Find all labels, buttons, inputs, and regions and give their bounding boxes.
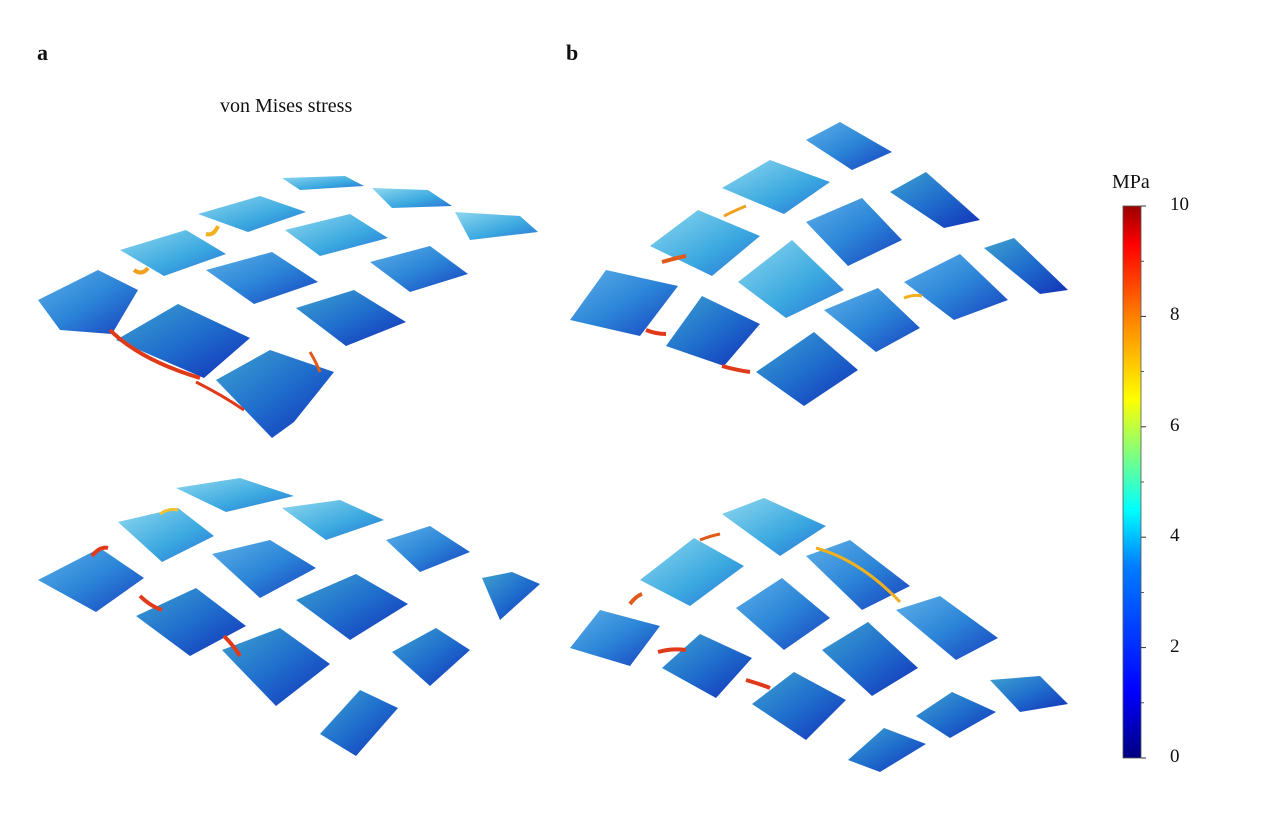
lattice-pad (662, 634, 752, 698)
lattice-pad (738, 240, 844, 318)
lattice-pad (372, 188, 452, 208)
colorbar-tick-label: 2 (1170, 635, 1180, 657)
lattice-pad (650, 210, 760, 276)
lattice-pad (990, 676, 1068, 712)
lattice-pad (222, 628, 330, 706)
stress-hotspot (745, 678, 771, 690)
lattice-pad (806, 122, 892, 170)
lattice-pad (282, 500, 384, 540)
lattice-pad (570, 270, 678, 336)
lattice-pad (120, 230, 226, 276)
stress-hotspot (195, 380, 245, 412)
colorbar-ticks (1141, 205, 1146, 759)
lattice-pad (570, 610, 660, 666)
lattice-pad (176, 478, 294, 512)
lattice-pad (752, 672, 846, 740)
lattice-pad (285, 214, 388, 256)
colorbar-tick-label: 6 (1170, 414, 1180, 436)
lattice-pad (136, 588, 246, 656)
stress-hotspot (108, 328, 201, 380)
lattice-pad (296, 574, 408, 640)
lattice-pad (984, 238, 1068, 294)
lattice-pad (198, 196, 306, 232)
colorbar-tick-label: 0 (1170, 746, 1180, 767)
stress-hotspot (138, 594, 163, 612)
colorbar-gradient (1122, 205, 1142, 759)
lattice-pad (824, 288, 920, 352)
panel-a-top-lattice (38, 176, 538, 438)
lattice-pad (282, 176, 364, 190)
lattice-pad (206, 252, 318, 304)
lattice-pad (216, 350, 334, 438)
panel-label-b: b (566, 40, 579, 65)
stress-hotspot (628, 592, 643, 606)
lattice-pad (722, 498, 826, 556)
lattice-pad (212, 540, 316, 598)
lattice-pad (455, 212, 538, 240)
colorbar (1122, 205, 1146, 759)
stress-hotspot (657, 647, 687, 654)
lattice-pad (392, 628, 470, 686)
panel-b-bottom-lattice (570, 498, 1068, 772)
stress-hotspot (205, 225, 220, 237)
lattice-pad (722, 160, 830, 214)
lattice-pad (848, 728, 926, 772)
lattice-pad (736, 578, 830, 650)
colorbar-tick-label: 4 (1170, 525, 1180, 547)
lattice-pad (756, 332, 858, 406)
colorbar-tick-label: 10 (1170, 194, 1189, 215)
figure-title: von Mises stress (220, 95, 353, 117)
lattice-pad (370, 246, 468, 292)
lattice-pad (806, 540, 910, 610)
lattice-pad (482, 572, 540, 620)
lattice-pad (640, 538, 744, 606)
lattice-pad (822, 622, 918, 696)
stress-hotspot (90, 545, 109, 558)
colorbar-unit: MPa (1112, 171, 1150, 193)
stress-hotspot (645, 328, 667, 336)
lattice-pad (666, 296, 760, 366)
lattice-pad (904, 254, 1008, 320)
lattice-pad (896, 596, 998, 660)
lattice-pad (386, 526, 470, 572)
lattice-pad (38, 548, 144, 612)
stress-hotspot (222, 634, 242, 658)
lattice-pad (890, 172, 980, 228)
stress-hotspot (661, 254, 687, 264)
colorbar-tick-label: 8 (1170, 304, 1180, 326)
stress-hotspot (159, 508, 179, 516)
stress-hotspot (815, 546, 902, 604)
panel-a-bottom-lattice (38, 478, 540, 756)
stress-hotspot (132, 266, 150, 275)
lattice-pad (38, 270, 138, 334)
stress-hotspot (721, 364, 751, 374)
lattice-pad (320, 690, 398, 756)
lattice-pad (806, 198, 902, 266)
lattice-pad (296, 290, 406, 346)
stress-hotspot (699, 532, 721, 542)
lattice-pad (116, 304, 250, 378)
panel-label-a: a (37, 40, 48, 65)
panel-b-top-lattice (570, 122, 1068, 406)
stress-hotspot (723, 204, 747, 218)
stress-hotspot (308, 351, 322, 373)
lattice-pad (916, 692, 996, 738)
lattice-pad (118, 508, 214, 562)
stress-hotspot (903, 293, 923, 300)
